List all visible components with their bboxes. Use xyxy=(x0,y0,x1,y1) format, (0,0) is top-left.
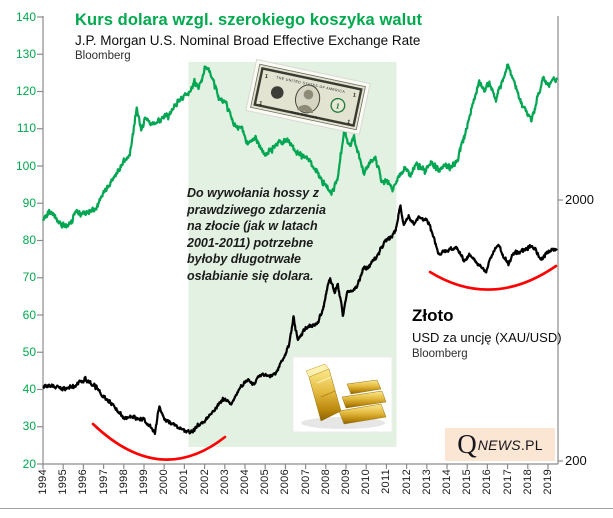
svg-text:1: 1 xyxy=(346,119,350,126)
qnews-logo-q: Q xyxy=(457,429,477,459)
svg-text:1: 1 xyxy=(335,101,341,111)
y-axis-label: 100 xyxy=(15,158,36,173)
y-axis-label: 30 xyxy=(22,419,36,434)
usd-index-series-line xyxy=(41,63,558,229)
y-axis-label: 130 xyxy=(15,46,36,61)
gold-label-subtitle: USD za uncję (XAU/USD) xyxy=(412,330,562,346)
gold-label-title: Złoto xyxy=(412,306,454,325)
qnews-logo: Q NEWS .PL xyxy=(445,428,555,461)
y-axis-label: 140 xyxy=(15,9,36,24)
page-title: Kurs dolara wzgl. szerokiego koszyka wal… xyxy=(75,11,423,29)
y-axis-label: 50 xyxy=(22,344,36,359)
right-axis-ticks xyxy=(558,199,563,462)
qnews-logo-pl: .PL xyxy=(520,436,543,453)
dollar-bill-image: THE UNITED STATES OF AMERICA 1 1 1 1 1 O… xyxy=(245,58,371,136)
right-axis-label-200: 200 xyxy=(565,453,587,468)
y-axis-label: 80 xyxy=(22,233,36,247)
y-axis-label: 40 xyxy=(22,382,36,396)
red-smile-curve-left xyxy=(91,422,227,461)
y-axis-label: 20 xyxy=(22,456,36,471)
gold-label-source: Bloomberg xyxy=(412,347,468,360)
qnews-logo-news: NEWS xyxy=(477,436,521,453)
svg-text:ONE DOLLAR: ONE DOLLAR xyxy=(290,110,318,120)
svg-text:1: 1 xyxy=(352,92,356,99)
right-axis-label-2000: 2000 xyxy=(565,192,594,207)
red-smile-curve-right xyxy=(428,264,558,291)
gold-series-label: Złoto USD za uncję (XAU/USD) Bloomberg xyxy=(412,306,562,362)
svg-text:1: 1 xyxy=(258,101,262,108)
y-axis-label: 70 xyxy=(22,270,36,285)
bottom-divider xyxy=(0,508,613,509)
y-axis-label: 60 xyxy=(22,307,36,322)
y-axis-label: 90 xyxy=(22,195,36,210)
annotation-text: Do wywołania hossy z prawdziwego zdarzen… xyxy=(187,186,326,283)
bottom-axis-ticks xyxy=(42,464,549,469)
chart-subtitle: J.P. Morgan U.S. Nominal Broad Effective… xyxy=(75,32,421,48)
x-axis-label: 2019 xyxy=(542,469,554,495)
y-axis-label: 110 xyxy=(16,121,36,136)
left-axis-ticks xyxy=(37,16,43,465)
chart-header: Kurs dolara wzgl. szerokiego koszyka wal… xyxy=(75,11,422,64)
gold-bars-image xyxy=(292,356,393,433)
chart-source: Bloomberg xyxy=(75,50,131,63)
gold-price-series-line xyxy=(42,204,558,436)
svg-text:1: 1 xyxy=(264,74,268,81)
y-axis-label: 120 xyxy=(15,84,36,98)
